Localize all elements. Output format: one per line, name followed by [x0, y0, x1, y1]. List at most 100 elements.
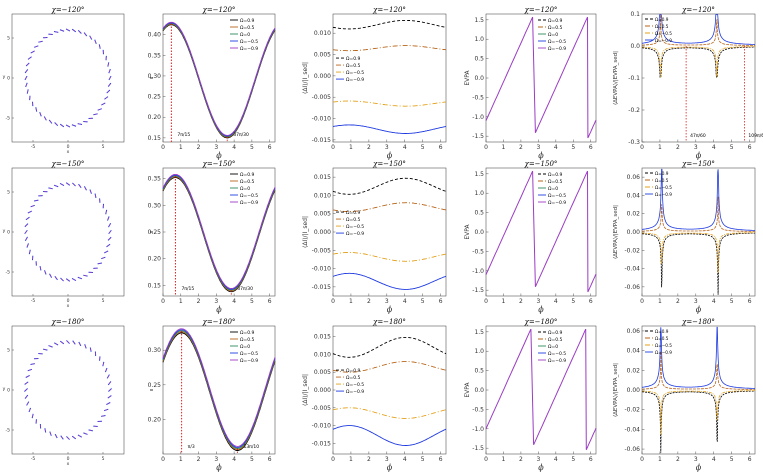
polarization-tick	[107, 244, 110, 247]
min-annotation: 37π/30	[237, 286, 253, 292]
y-tick-label: 0.25	[148, 229, 162, 236]
polarization-tick	[49, 187, 52, 189]
polarization-tick	[107, 375, 110, 378]
y-axis-label: EVPA	[464, 223, 471, 239]
y-tick-label: 5	[7, 36, 10, 42]
x-tick-label: 5	[102, 144, 105, 150]
y-tick-label: -5	[6, 116, 11, 122]
x-tick-label: 3	[536, 456, 540, 463]
pattern-frame	[11, 167, 125, 297]
x-tick-label: 0	[484, 456, 488, 463]
x-axis-label: ϕ	[387, 305, 393, 314]
polarization-tick	[66, 29, 70, 31]
min-annotation: 13π/10	[243, 444, 259, 450]
y-tick-label: 0.35	[148, 176, 162, 183]
evpa-series-line	[585, 329, 597, 450]
x-tick-label: 4	[232, 144, 236, 151]
x-tick-label: 0	[484, 144, 488, 151]
delta-evpa-title: χ=−120°	[681, 6, 715, 14]
polarization-tick	[84, 187, 87, 190]
x-tick-label: 0	[161, 298, 165, 305]
intensity-title: χ=−120°	[202, 6, 236, 14]
y-tick-label: 0.06	[627, 328, 641, 335]
x-tick-label: 6	[589, 298, 593, 305]
x-tick-label: 5	[102, 298, 105, 304]
x-tick-label: 5	[730, 144, 734, 151]
y-tick-label: 0.06	[627, 174, 641, 181]
y-axis-label: ⟨ΔI⟩/|I_sed|	[302, 62, 309, 94]
polarization-tick	[108, 388, 112, 392]
legend-entry: Ω=0.5	[655, 24, 669, 29]
polarization-tick	[108, 223, 111, 227]
legend-entry: Ω=0.9	[240, 172, 255, 178]
evpa-series-line	[485, 328, 532, 430]
evpa-series-line	[532, 170, 588, 288]
legend: Ω=0.9Ω=0.5Ω=0Ω=−0.5Ω=−0.9	[230, 18, 258, 52]
polarization-tick	[31, 363, 35, 365]
x-tick-label: 0	[331, 144, 335, 151]
y-tick-label: 0	[7, 388, 10, 394]
intensity-series-line	[162, 328, 276, 447]
delta-evpa-series-line	[641, 46, 755, 78]
legend-entry: Ω=−0.9	[548, 46, 566, 52]
x-tick-label: 3	[536, 144, 540, 151]
x-tick-label: 5	[250, 144, 254, 151]
y-axis-label: ⟨ΔEVPA⟩/|EVPA_sed|	[612, 205, 619, 259]
x-tick-label: 6	[589, 456, 593, 463]
intensity-series-line	[162, 23, 276, 138]
delta-evpa-series-line	[642, 390, 755, 453]
x-tick-label: 1	[658, 298, 662, 305]
evpa-title: χ=−180°	[524, 318, 558, 326]
polarization-tick	[54, 31, 58, 33]
max-annotation: 7π/15	[177, 132, 190, 138]
delta-intensity-series-line	[332, 177, 447, 195]
delta-evpa-series-line	[642, 168, 756, 231]
y-tick-label: 0.010	[314, 351, 331, 358]
polarization-tick	[108, 83, 111, 87]
y-tick-label: -0.010	[312, 266, 332, 273]
polarization-tick	[78, 30, 82, 34]
polarization-tick	[28, 56, 32, 60]
legend-entry: Ω=0.5	[655, 336, 669, 341]
delta-intensity-frame	[332, 13, 447, 143]
delta-evpa-title: χ=−150°	[681, 160, 715, 168]
y-tick-label: 0.20	[148, 416, 162, 423]
x-tick-label: 3	[214, 144, 218, 151]
polarization-tick	[78, 123, 82, 125]
polarization-tick	[60, 29, 64, 32]
polarization-tick	[84, 432, 87, 435]
legend-entry: Ω=−0.9	[240, 358, 258, 364]
pattern-title: χ=−150°	[51, 160, 85, 168]
y-tick-label: 0.15	[148, 282, 162, 289]
x-axis-label: ϕ	[216, 305, 222, 314]
y-tick-label: 0.5	[474, 368, 484, 375]
x-tick-label: 2	[197, 456, 201, 463]
y-tick-label: 0.0	[474, 229, 484, 236]
polarization-tick	[25, 83, 28, 87]
legend-entry: Ω=−0.5	[240, 351, 258, 357]
legend: Ω=0.9Ω=0.5Ω=−0.5Ω=−0.9	[336, 368, 364, 395]
evpa-frame	[485, 13, 597, 143]
legend-entry: Ω=0.9	[548, 330, 563, 336]
legend: Ω=0.9Ω=0.5Ω=0Ω=−0.5Ω=−0.9	[538, 172, 566, 206]
x-axis-label: x	[67, 462, 70, 467]
legend-entry: Ω=0.9	[548, 172, 563, 178]
y-tick-label: 1.5	[474, 17, 484, 24]
y-tick-label: 0.000	[314, 229, 331, 236]
x-tick-label: 6	[439, 456, 443, 463]
polarization-tick	[72, 183, 76, 186]
y-tick-label: 0.010	[314, 192, 331, 199]
legend-entry: Ω=0.9	[240, 330, 255, 336]
polarization-tick	[104, 409, 108, 411]
x-axis-label: ϕ	[538, 463, 544, 472]
intensity-series-line	[162, 331, 276, 450]
x-tick-label: 0	[640, 144, 644, 151]
legend-entry: Ω=−0.5	[346, 224, 364, 230]
y-tick-label: 0.15	[148, 135, 162, 142]
x-tick-label: 6	[268, 144, 272, 151]
polarization-tick	[94, 40, 97, 44]
y-tick-label: 0.015	[314, 334, 331, 341]
y-tick-label: 0.20	[148, 114, 162, 121]
legend-entry: Ω=−0.9	[548, 200, 566, 206]
y-tick-label: -0.5	[472, 94, 484, 101]
